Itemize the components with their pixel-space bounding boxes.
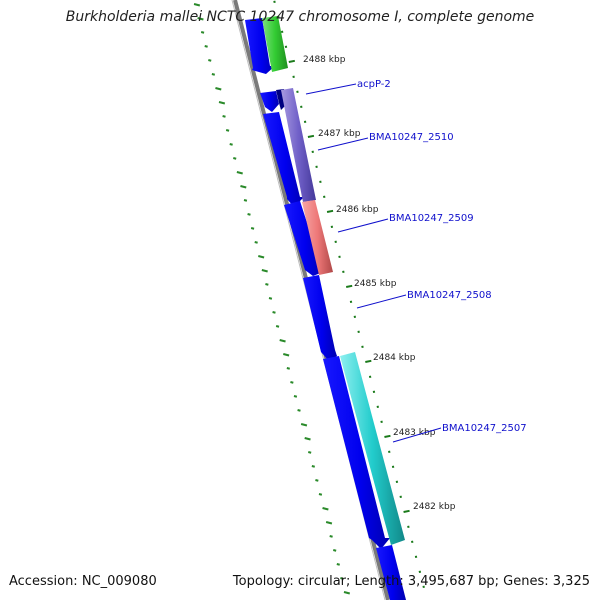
gc-skew-mark [215,87,222,91]
ruler-major-tick [307,134,315,138]
gc-skew-mark [197,17,204,21]
cds-arrow[interactable] [284,201,323,276]
accession-text: Accession: NC_009080 [9,574,157,589]
cds-arrow[interactable] [260,91,279,112]
gc-skew-mark [311,465,315,468]
gc-skew-mark [293,395,298,398]
gc-skew-mark [343,591,351,595]
gene-leader-line [305,83,357,95]
gc-skew-mark [300,423,308,427]
gc-skew-mark [308,451,312,454]
cds-arrow[interactable] [323,356,390,549]
gc-skew-mark [268,297,273,300]
map-title: Burkholderia mallei NCTC 10247 chromosom… [65,9,535,25]
gc-skew-mark [336,563,340,566]
tick-label: 2486 kbp [336,205,379,215]
ruler-major-tick [345,284,353,288]
gc-skew-mark [329,535,333,538]
gc-skew-mark [272,311,276,314]
gc-skew-mark [204,45,208,48]
gc-skew-mark [315,479,319,482]
gc-skew-mark [290,381,294,384]
cds-arrow[interactable] [263,112,304,207]
gc-skew-mark [211,73,216,76]
feature-purple[interactable] [281,88,316,202]
gc-skew-mark [340,577,344,580]
gc-skew-mark [283,353,290,357]
gc-skew-mark [325,521,333,525]
gene-label-bma10247-2507[interactable]: BMA10247_2507 [442,423,527,434]
gc-skew-mark [200,31,205,34]
ruler-track [273,0,425,588]
gene-labels: acpP-2 BMA10247_2510 BMA10247_2509 BMA10… [305,79,527,443]
gc-skew-mark [333,549,337,552]
gc-skew-mark [318,493,323,496]
gene-leader-line [356,294,407,309]
gc-skew-mark [261,269,268,273]
feature-cyan[interactable] [340,352,405,545]
gc-skew-mark [208,59,212,62]
tick-label: 2483 kbp [393,428,436,438]
gc-skew-mark [322,507,329,511]
gc-skew-mark [229,143,233,146]
cds-arrow[interactable] [245,18,275,74]
genome-stats-text: Topology: circular; Length: 3,495,687 bp… [232,574,590,589]
gc-skew-mark [240,185,247,189]
gc-skew-mark [297,409,301,412]
gene-leader-line [317,137,369,151]
gc-skew-mark [250,227,255,230]
tick-label: 2482 kbp [413,502,456,512]
cds-track [245,18,406,600]
gc-skew-mark [225,129,230,132]
ruler-major-tick [288,59,296,63]
feature-track [262,16,405,545]
gc-skew-track [193,3,351,595]
ruler-major-tick [365,359,372,363]
feature-pink[interactable] [302,200,333,275]
gc-skew-mark [236,171,243,175]
ruler-major-tick [384,434,391,438]
gc-skew-mark [233,157,237,160]
cds-arrow[interactable] [303,275,337,361]
gc-skew-mark [218,101,226,105]
gene-label-acpP-2[interactable]: acpP-2 [357,79,391,90]
feature-green[interactable] [262,16,288,72]
gc-skew-mark [275,325,280,328]
ruler-major-tick [326,209,334,213]
tick-label: 2485 kbp [354,279,397,289]
gene-leader-line [392,427,442,443]
gc-skew-mark [247,213,251,216]
tick-label: 2488 kbp [303,55,346,65]
gc-skew-mark [243,199,248,202]
gene-leader-line [337,218,389,233]
tick-labels: 2488 kbp 2487 kbp 2486 kbp 2485 kbp 2484… [303,55,456,512]
gc-skew-mark [222,115,226,118]
cds-arrow[interactable] [376,545,406,600]
ruler-major-tick [403,509,410,513]
tick-label: 2484 kbp [373,353,416,363]
gene-label-bma10247-2510[interactable]: BMA10247_2510 [369,132,454,143]
gc-skew-mark [258,255,265,259]
gc-skew-mark [304,437,311,441]
gc-skew-mark [265,283,269,286]
gc-skew-mark [286,367,290,370]
gene-label-bma10247-2508[interactable]: BMA10247_2508 [407,290,492,301]
tick-label: 2487 kbp [318,129,361,139]
gc-skew-mark [254,241,258,244]
gc-skew-mark [193,3,201,7]
gene-label-bma10247-2509[interactable]: BMA10247_2509 [389,213,474,224]
gc-skew-mark [279,339,286,343]
